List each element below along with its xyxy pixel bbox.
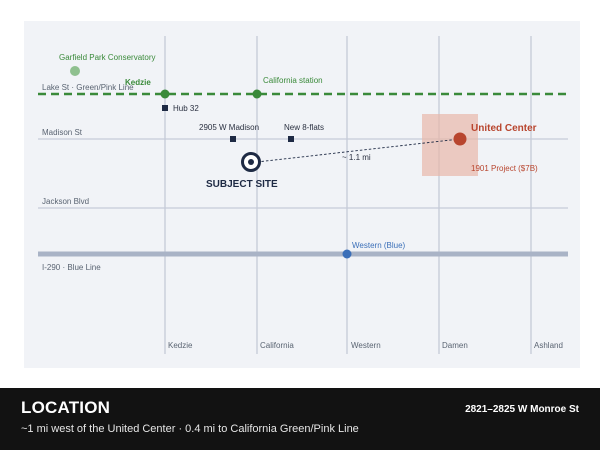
footer-subtitle: ~1 mi west of the United Center · 0.4 mi… bbox=[21, 423, 359, 435]
western-blue-station-marker[interactable] bbox=[342, 249, 352, 259]
california-station-marker[interactable] bbox=[252, 89, 262, 99]
united-center-label: United Center bbox=[471, 123, 537, 134]
footer-address: 2821–2825 W Monroe St bbox=[465, 404, 579, 415]
distance-label: ~ 1.1 mi bbox=[342, 153, 371, 162]
project-1901-zone bbox=[422, 114, 478, 176]
street-label-i290: I-290 · Blue Line bbox=[42, 263, 101, 272]
hub32-marker[interactable] bbox=[162, 105, 168, 111]
united-center-marker[interactable] bbox=[453, 132, 467, 146]
footer-bar: LOCATION ~1 mi west of the United Center… bbox=[0, 388, 600, 450]
project-1901-label: 1901 Project ($7B) bbox=[471, 164, 538, 173]
kedzie-station-marker[interactable] bbox=[160, 89, 170, 99]
subject-site-marker[interactable] bbox=[241, 152, 261, 172]
street-label-western: Western bbox=[351, 341, 381, 350]
map-panel: Garfield Park Conservatory Kedzie Califo… bbox=[24, 21, 580, 368]
footer-title: LOCATION bbox=[21, 398, 111, 417]
new-8flats-label: New 8-flats bbox=[284, 123, 324, 132]
garfield-park-marker bbox=[70, 66, 80, 76]
street-label-lake: Lake St · Green/Pink Line bbox=[42, 83, 134, 92]
street-label-madison: Madison St bbox=[42, 128, 83, 137]
street-label-jackson: Jackson Blvd bbox=[42, 197, 89, 206]
california-station-label: California station bbox=[263, 76, 323, 85]
map-canvas: Garfield Park Conservatory Kedzie Califo… bbox=[38, 36, 568, 354]
western-blue-station-label: Western (Blue) bbox=[352, 241, 406, 250]
garfield-park-label: Garfield Park Conservatory bbox=[59, 53, 155, 62]
new-8flats-marker[interactable] bbox=[288, 136, 294, 142]
kedzie-station-label: Kedzie bbox=[125, 78, 151, 87]
hub32-label: Hub 32 bbox=[173, 104, 199, 113]
madison-2905-marker[interactable] bbox=[230, 136, 236, 142]
street-label-california: California bbox=[260, 341, 294, 350]
street-label-ashland: Ashland bbox=[534, 341, 563, 350]
street-label-kedzie: Kedzie bbox=[168, 341, 193, 350]
street-label-damen: Damen bbox=[442, 341, 468, 350]
madison-2905-label: 2905 W Madison bbox=[199, 123, 259, 132]
subject-site-label: SUBJECT SITE bbox=[206, 179, 278, 190]
